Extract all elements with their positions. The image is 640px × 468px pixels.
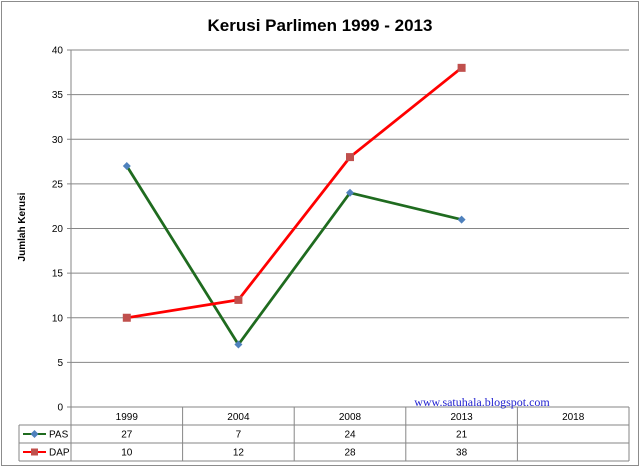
x-category-label: 2008: [339, 412, 362, 423]
table-cell: 7: [236, 430, 242, 441]
table-cell: 10: [121, 448, 133, 459]
watermark-annotation: www.satuhala.blogspot.com: [414, 395, 550, 409]
y-tick-label: 35: [52, 90, 64, 101]
y-tick-label: 5: [57, 358, 63, 369]
legend-label: PAS: [49, 430, 69, 441]
data-point-marker: [234, 340, 243, 349]
series-markers: [122, 63, 466, 349]
legend-key-marker: [31, 448, 38, 456]
series-line: [126, 66, 463, 320]
y-tick-label: 20: [52, 224, 64, 235]
table-cell: 28: [344, 448, 356, 459]
y-tick-label: 40: [52, 46, 64, 57]
table-cell: 24: [344, 430, 356, 441]
data-point-marker: [234, 295, 243, 304]
x-category-label: 1999: [116, 412, 139, 423]
series-lines: [125, 66, 463, 346]
y-tick-label: 0: [57, 403, 63, 414]
legend-key-marker: [30, 430, 39, 438]
gridlines: [67, 49, 629, 408]
data-table: 1999 2004 2008 2013 2018 PAS 27 7 24 21 DAP 10 12 28 3…: [18, 406, 630, 462]
table-cell: 12: [233, 448, 245, 459]
y-tick-label: 25: [52, 179, 64, 190]
y-axis-label: Jumlah Kerusi: [17, 192, 28, 261]
legend-label: DAP: [49, 448, 70, 459]
table-cell: 27: [121, 430, 133, 441]
y-tick-label: 10: [52, 313, 64, 324]
table-cell: 38: [456, 448, 468, 459]
y-tick-label: 30: [52, 135, 64, 146]
x-category-label: 2018: [562, 412, 585, 423]
y-axis-ticks: 0 5 10 15 20 25 30 35 40: [52, 46, 64, 414]
x-category-label: 2004: [227, 412, 250, 423]
y-tick-label: 15: [52, 269, 64, 280]
data-point-marker: [122, 313, 131, 322]
data-point-marker: [457, 63, 466, 72]
data-point-marker: [346, 188, 354, 197]
data-point-marker: [346, 153, 354, 162]
series-line: [125, 165, 462, 346]
chart-title: Kerusi Parlimen 1999 - 2013: [208, 16, 433, 35]
x-category-label: 2013: [450, 412, 473, 423]
data-point-marker: [457, 215, 466, 224]
data-point-marker: [122, 162, 131, 171]
table-cell: 21: [456, 430, 468, 441]
